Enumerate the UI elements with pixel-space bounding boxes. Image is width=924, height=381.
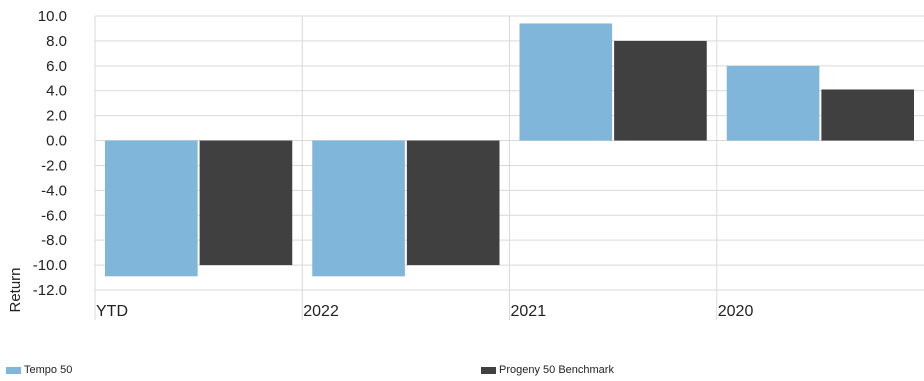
bar-tempo-50-2022 [312, 140, 405, 277]
bar-tempo-50-2020 [726, 65, 820, 141]
y-tick-label: 2.0 [46, 108, 67, 125]
legend-label-tempo-50: Tempo 50 [24, 364, 73, 376]
x-category-label: YTD [96, 303, 128, 320]
bar-progeny-50-benchmark-ytd [199, 140, 293, 266]
y-tick-label: 4.0 [46, 83, 67, 100]
legend-swatch-progeny-50-benchmark [481, 366, 496, 374]
y-tick-label: -2.0 [41, 157, 67, 174]
y-tick-label: -4.0 [41, 182, 67, 199]
y-tick-label: -10.0 [33, 257, 67, 274]
y-tick-label: 8.0 [46, 33, 67, 50]
y-tick-label: -6.0 [41, 207, 67, 224]
y-tick-label: 0.0 [46, 133, 67, 150]
legend-swatch-tempo-50 [6, 366, 21, 374]
bar-progeny-50-benchmark-2021 [614, 40, 707, 141]
bars-group [105, 23, 914, 277]
y-tick-label: -12.0 [33, 282, 67, 299]
bar-progeny-50-benchmark-2020 [821, 89, 914, 141]
x-category-label: 2021 [511, 303, 547, 320]
y-tick-labels: 10.0 8.0 6.0 4.0 2.0 0.0 -2.0 -4.0 -6.0 -8.0 -10.0… [33, 8, 67, 299]
legend-item-progeny-50-benchmark: Progeny 50 Benchmark [481, 364, 614, 376]
y-tick-label: -8.0 [41, 232, 67, 249]
y-tick-label: 6.0 [46, 58, 67, 75]
bar-progeny-50-benchmark-2022 [406, 140, 500, 266]
x-category-labels: YTD 2022 2021 2020 [96, 303, 753, 320]
legend-label-progeny-50-benchmark: Progeny 50 Benchmark [499, 364, 614, 376]
y-tick-label: 10.0 [38, 8, 67, 25]
legend-item-tempo-50: Tempo 50 [6, 364, 72, 376]
y-axis-label: Return [7, 267, 24, 312]
x-category-label: 2020 [718, 303, 754, 320]
bar-tempo-50-2021 [519, 23, 613, 141]
bar-tempo-50-ytd [105, 140, 198, 277]
x-category-label: 2022 [303, 303, 339, 320]
